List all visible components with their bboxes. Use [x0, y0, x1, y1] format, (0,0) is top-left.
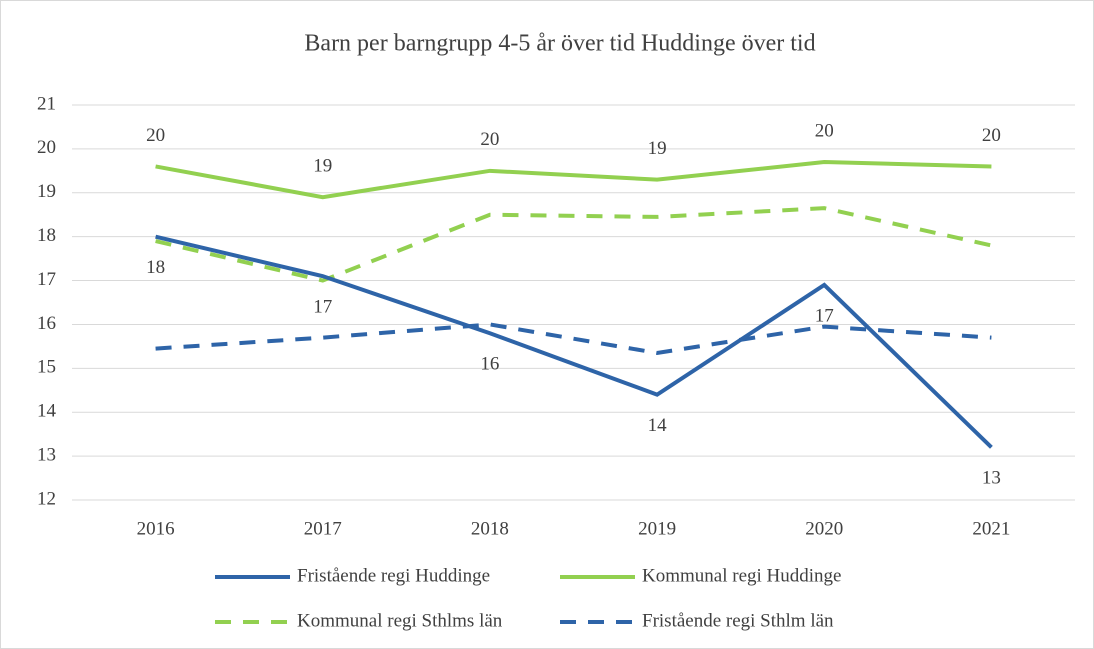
legend-label: Fristående regi Sthlm län: [642, 610, 834, 631]
data-label: 17: [815, 305, 834, 326]
x-tick-label: 2021: [972, 518, 1010, 539]
legend-label: Kommunal regi Huddinge: [642, 565, 841, 586]
series-line: [155, 206, 992, 283]
y-tick-label: 17: [37, 269, 56, 290]
y-tick-label: 12: [37, 488, 56, 509]
y-tick-label: 13: [37, 444, 56, 465]
series-line: [155, 234, 993, 449]
data-label: 20: [982, 125, 1001, 146]
data-label: 17: [313, 297, 332, 318]
legend-label: Kommunal regi Sthlms län: [297, 610, 503, 631]
y-tick-label: 20: [37, 137, 56, 158]
x-tick-label: 2017: [304, 518, 342, 539]
y-tick-label: 18: [37, 225, 56, 246]
y-tick-label: 19: [37, 181, 56, 202]
data-label: 20: [815, 120, 834, 141]
x-tick-label: 2020: [805, 518, 843, 539]
legend-label: Fristående regi Huddinge: [297, 565, 490, 586]
series-line: [155, 322, 992, 355]
y-tick-label: 21: [37, 93, 56, 114]
x-tick-label: 2019: [638, 518, 676, 539]
data-label: 13: [982, 468, 1001, 489]
x-tick-label: 2018: [471, 518, 509, 539]
x-tick-label: 2016: [137, 518, 175, 539]
data-label: 14: [648, 415, 668, 436]
y-tick-label: 16: [37, 313, 56, 334]
data-label: 20: [480, 129, 499, 150]
data-label: 19: [313, 156, 332, 177]
y-tick-label: 15: [37, 357, 56, 378]
y-tick-label: 14: [37, 401, 57, 422]
data-label: 19: [648, 138, 667, 159]
series-line: [155, 160, 992, 200]
data-label: 20: [146, 125, 165, 146]
data-label: 18: [146, 257, 165, 278]
chart-title: Barn per barngrupp 4-5 år över tid Huddi…: [304, 31, 815, 57]
data-label: 16: [480, 354, 499, 375]
